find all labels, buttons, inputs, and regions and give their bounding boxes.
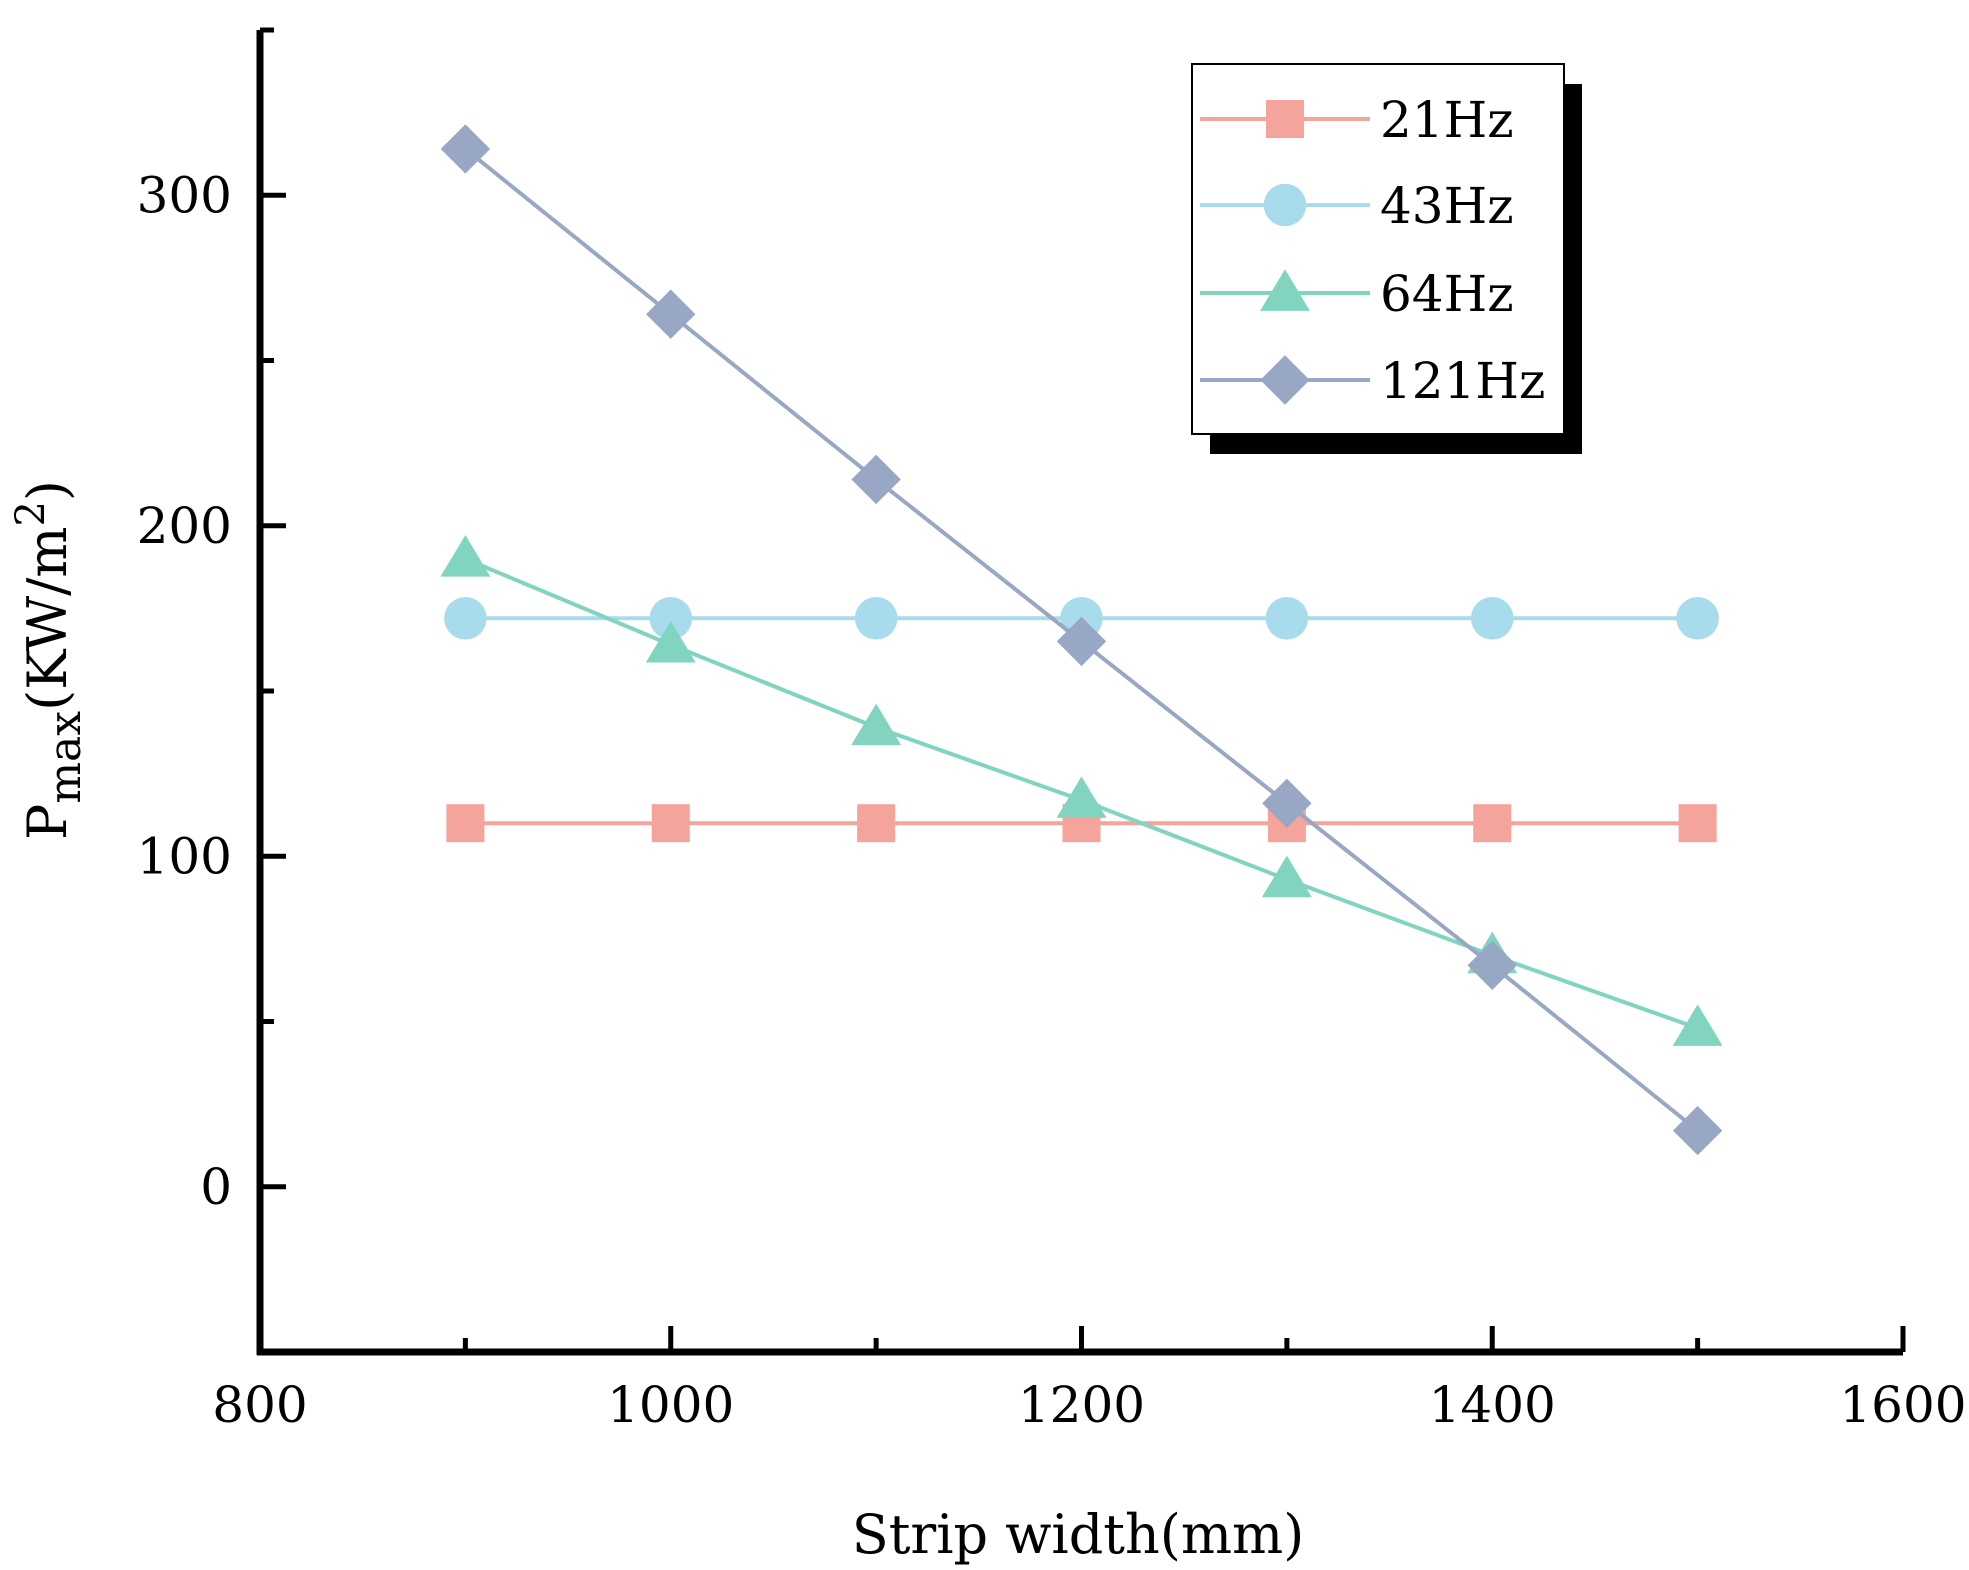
legend-item-43Hz: 43Hz xyxy=(1200,177,1514,235)
data-point xyxy=(857,804,896,843)
data-point xyxy=(440,535,491,577)
x-axis-title: Strip width(mm) xyxy=(852,1503,1305,1566)
x-tick-label: 1000 xyxy=(607,1376,734,1434)
legend-label: 121Hz xyxy=(1380,352,1545,410)
y-axis-title-subscript: max xyxy=(40,711,91,804)
legend-label: 43Hz xyxy=(1380,177,1514,235)
y-tick-label: 100 xyxy=(137,827,232,885)
legend-marker xyxy=(1263,183,1307,227)
plot-series xyxy=(440,124,1723,1156)
data-point xyxy=(646,289,696,339)
data-point xyxy=(1678,804,1717,843)
y-axis-title-unit-open: (KW/m xyxy=(16,527,79,711)
svg-text:Pmax(KW/m2): Pmax(KW/m2) xyxy=(8,480,91,840)
data-point xyxy=(446,804,485,843)
x-axis-ticks: 800 1000 1200 1400 1600 xyxy=(212,1326,1967,1434)
data-point xyxy=(1056,776,1107,818)
legend-box xyxy=(1191,63,1565,435)
y-axis-title-unit-close: ) xyxy=(16,480,79,501)
data-point xyxy=(1676,597,1719,640)
series-121Hz xyxy=(440,124,1723,1156)
data-point xyxy=(649,597,693,640)
y-axis-title-main: P xyxy=(16,804,79,840)
y-axis-title: Pmax(KW/m2) xyxy=(8,480,91,840)
legend: 21Hz 43Hz 64Hz 121Hz xyxy=(1191,63,1582,454)
data-point xyxy=(854,597,898,640)
axes xyxy=(256,30,1903,1356)
legend-marker xyxy=(1260,269,1310,311)
x-tick-label: 1200 xyxy=(1018,1376,1145,1434)
data-point xyxy=(1470,597,1514,640)
legend-marker xyxy=(1260,355,1310,405)
legend-label: 64Hz xyxy=(1380,265,1514,323)
y-tick-label: 0 xyxy=(200,1158,232,1216)
y-tick-label: 200 xyxy=(137,497,232,555)
data-point xyxy=(1467,940,1517,991)
y-axis-title-superscript: 2 xyxy=(8,501,54,526)
legend-item-21Hz: 21Hz xyxy=(1200,91,1514,149)
data-point xyxy=(1672,1105,1723,1156)
x-tick-label: 1400 xyxy=(1429,1376,1556,1434)
legend-item-64Hz: 64Hz xyxy=(1200,265,1514,323)
series-21Hz xyxy=(446,804,1717,843)
data-point xyxy=(1672,1004,1723,1046)
data-point xyxy=(1262,778,1312,829)
data-point xyxy=(645,620,696,663)
data-point xyxy=(444,597,487,640)
legend-label: 21Hz xyxy=(1380,91,1514,149)
data-point xyxy=(1056,616,1107,667)
legend-item-121Hz: 121Hz xyxy=(1200,352,1545,410)
data-point xyxy=(1261,855,1312,898)
data-point xyxy=(851,703,902,746)
y-axis-ticks: 0 100 200 300 xyxy=(137,27,286,1355)
data-point xyxy=(1265,597,1309,640)
data-point xyxy=(1473,804,1512,843)
legend-marker xyxy=(1266,100,1304,138)
y-tick-label: 300 xyxy=(137,166,232,224)
data-point xyxy=(651,804,690,843)
x-tick-label: 800 xyxy=(212,1376,307,1434)
data-point xyxy=(440,124,491,174)
data-point xyxy=(851,454,901,505)
x-tick-label: 1600 xyxy=(1839,1376,1966,1434)
